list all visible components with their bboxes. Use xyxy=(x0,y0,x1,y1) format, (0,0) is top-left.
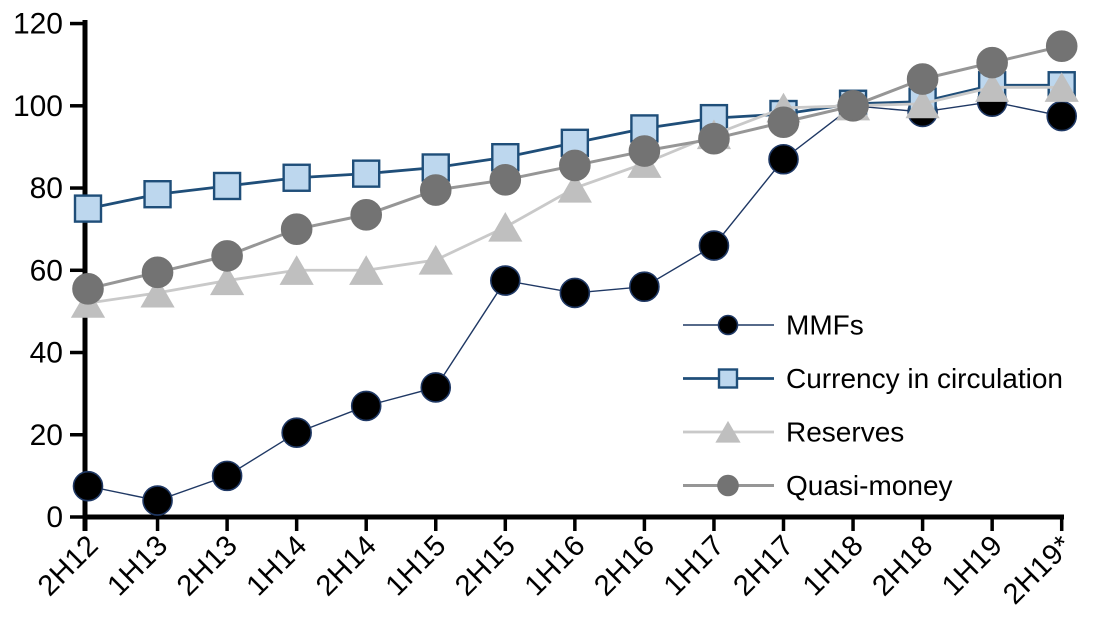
series-quasi-money-marker-circle xyxy=(906,63,939,95)
x-tick-label: 2H13 xyxy=(171,529,244,602)
y-tick-label: 60 xyxy=(30,254,63,287)
series-mmfs-marker-circle xyxy=(489,265,521,296)
legend-reserves-marker-triangle xyxy=(715,420,741,443)
series-mmfs-marker-circle xyxy=(1046,100,1077,132)
x-tick-label: 1H19 xyxy=(936,529,1009,602)
x-tick-label: 1H17 xyxy=(658,529,731,602)
legend-item-quasi-money: Quasi-money xyxy=(683,470,953,501)
series-currency-in-circulation-marker-square xyxy=(282,163,311,192)
series-reserves-marker-triangle xyxy=(488,212,523,242)
series-quasi-money-marker-circle xyxy=(976,46,1008,79)
x-tick-label: 1H14 xyxy=(241,529,314,602)
series-quasi-money-marker-circle xyxy=(211,240,243,272)
legend-item-mmfs: MMFs xyxy=(683,310,864,341)
series-reserves-marker-triangle xyxy=(418,244,453,275)
series-quasi-money-marker-circle xyxy=(489,164,522,196)
legend-currency-in-circulation-marker-square xyxy=(717,368,739,389)
x-tick-label: 2H17 xyxy=(727,529,800,602)
series-quasi-money-marker-circle xyxy=(698,122,730,155)
legend: MMFs Currency in circulation Reserves Quasi… xyxy=(683,310,1063,501)
x-tick-label: 2H19* xyxy=(997,529,1078,610)
series-quasi-money-marker-circle xyxy=(350,198,383,231)
legend-label-mmfs: MMFs xyxy=(786,310,864,341)
legend-item-currency-in-circulation: Currency in circulation xyxy=(683,363,1063,394)
legend-label-quasi-money: Quasi-money xyxy=(786,470,953,501)
y-tick-label: 100 xyxy=(13,90,63,123)
series-reserves-marker-triangle xyxy=(209,265,245,296)
series-quasi-money-marker-circle xyxy=(419,174,452,206)
legend-label-currency-in-circulation: Currency in circulation xyxy=(786,363,1063,394)
series-quasi-money-marker-circle xyxy=(1045,30,1078,62)
x-tick-label: 1H15 xyxy=(380,529,453,602)
legend-quasi-money-marker-circle xyxy=(717,474,739,497)
legend-label-reserves: Reserves xyxy=(786,417,904,448)
series-quasi-money-marker-circle xyxy=(767,106,800,139)
series-reserves-marker-triangle xyxy=(557,172,592,203)
series-reserves-marker-triangle xyxy=(905,88,940,119)
series-mmfs-marker-circle xyxy=(559,277,591,309)
series-quasi-money xyxy=(72,30,1078,305)
x-tick-label: 2H15 xyxy=(449,529,522,602)
series-mmfs-marker-circle xyxy=(211,460,243,492)
series-reserves-marker-triangle xyxy=(140,277,175,308)
x-tick-label: 1H13 xyxy=(101,529,174,602)
x-tick-label: 1H18 xyxy=(797,529,870,602)
series-quasi-money-marker-circle xyxy=(141,256,174,289)
x-tick-label: 2H16 xyxy=(588,529,661,602)
y-tick-label: 40 xyxy=(30,337,63,370)
series-reserves-marker-triangle xyxy=(349,255,384,285)
y-tick-label: 80 xyxy=(30,172,63,205)
series-reserves-marker-triangle xyxy=(1044,72,1079,102)
series-quasi-money-marker-circle xyxy=(628,135,661,167)
series-mmfs-marker-circle xyxy=(629,271,660,303)
series-mmfs-marker-circle xyxy=(350,390,382,422)
series-currency-in-circulation-marker-square xyxy=(143,180,172,209)
x-tick-label: 1H16 xyxy=(519,529,592,602)
series-currency-in-circulation-marker-square xyxy=(352,159,381,188)
y-tick-label: 0 xyxy=(46,501,63,534)
series-mmfs-marker-circle xyxy=(768,143,799,175)
series-mmfs-marker-circle xyxy=(420,372,452,403)
series-quasi-money-marker-circle xyxy=(72,272,104,305)
x-tick-label: 2H14 xyxy=(310,529,383,602)
series-mmfs-marker-circle xyxy=(698,230,730,261)
series-reserves-marker-triangle xyxy=(975,72,1010,102)
series-currency-in-circulation-marker-square xyxy=(212,171,242,201)
series-mmfs-marker-circle xyxy=(142,485,173,516)
series-quasi-money-marker-circle xyxy=(837,90,869,122)
series-quasi-money-marker-circle xyxy=(559,149,591,182)
series-currency-in-circulation-marker-square xyxy=(73,194,103,223)
series-mmfs-marker-circle xyxy=(281,417,312,449)
x-tick-label: 2H18 xyxy=(866,529,939,602)
y-tick-label: 120 xyxy=(13,8,63,41)
y-tick-label: 20 xyxy=(30,419,63,452)
legend-mmfs-marker-circle xyxy=(717,314,739,336)
series-reserves-marker-triangle xyxy=(279,255,314,285)
legend-item-reserves: Reserves xyxy=(683,417,904,448)
x-tick-label: 2H12 xyxy=(32,529,105,602)
series-mmfs-marker-circle xyxy=(72,470,104,502)
series-quasi-money-marker-circle xyxy=(280,213,313,245)
